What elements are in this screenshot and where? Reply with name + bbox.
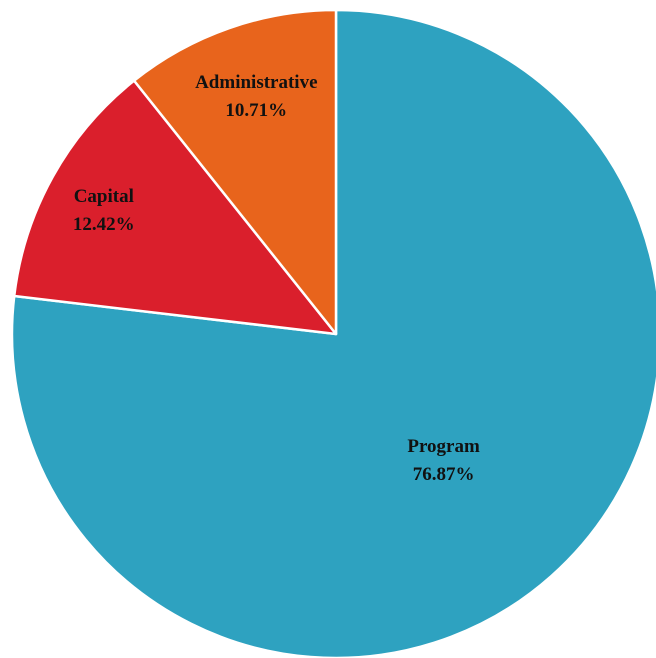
pie-labels: Program 76.87% Capital 12.42% Administrative… — [73, 72, 480, 485]
slice-label-capital: Capital — [74, 186, 134, 207]
slice-percent-capital: 12.42% — [73, 214, 135, 235]
slice-percent-administrative: 10.71% — [225, 100, 287, 121]
slice-label-program: Program — [407, 436, 480, 457]
pie-slice-administrative — [132, 8, 338, 336]
slice-percent-program: 76.87% — [413, 464, 475, 485]
pie-slices — [10, 8, 656, 658]
slice-label-administrative: Administrative — [195, 72, 317, 93]
pie-slice-capital — [12, 79, 338, 336]
